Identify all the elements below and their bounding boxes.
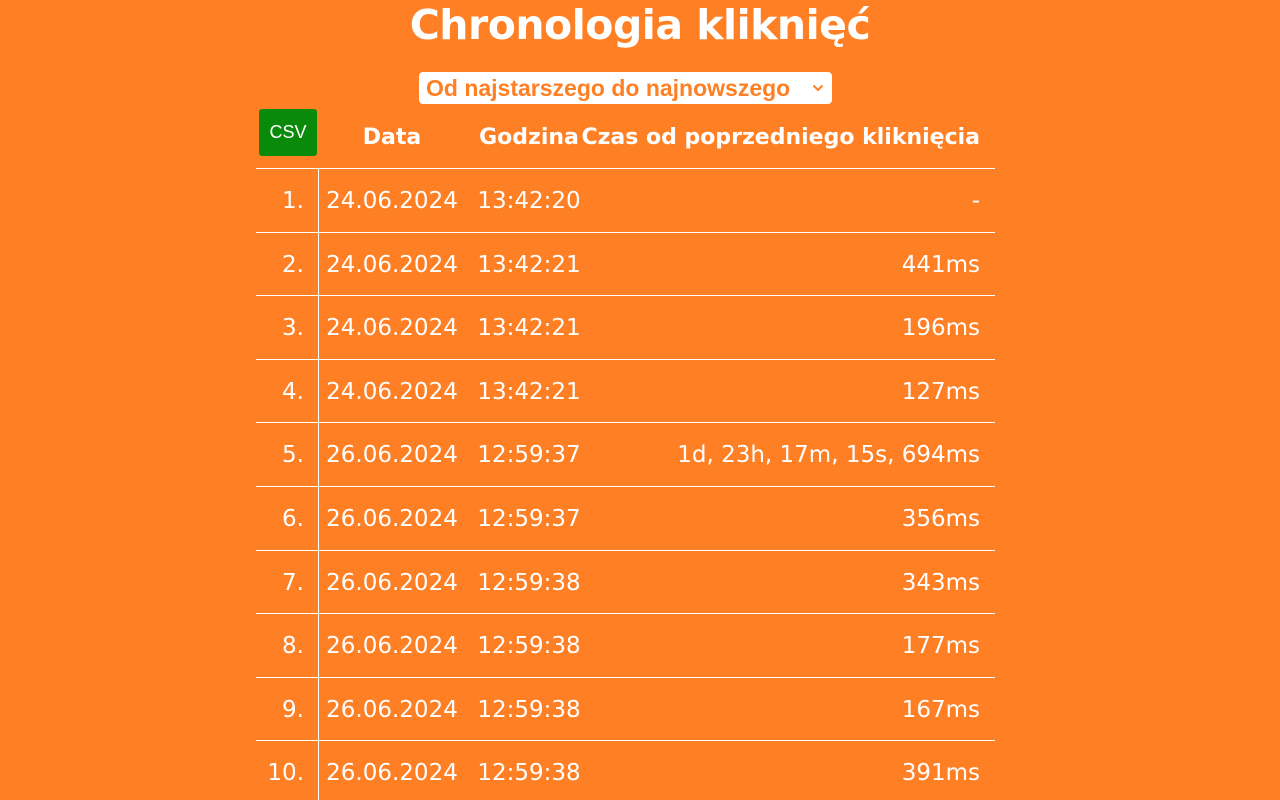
row-time: 13:42:21 [477, 378, 581, 405]
row-delta: 441ms [901, 251, 980, 278]
row-number: 6. [282, 505, 304, 532]
row-time: 12:59:38 [477, 569, 581, 596]
row-time: 12:59:37 [477, 442, 581, 469]
row-number: 9. [282, 696, 304, 723]
table-row: 2. 24.06.2024 13:42:21 441ms [256, 233, 995, 297]
row-date: 24.06.2024 [326, 251, 458, 278]
row-date: 26.06.2024 [326, 442, 458, 469]
clicks-table-body: 1. 24.06.2024 13:42:20 - 2. 24.06.2024 1… [256, 169, 995, 800]
row-delta: 391ms [901, 760, 980, 787]
row-date: 24.06.2024 [326, 315, 458, 342]
row-number: 5. [282, 442, 304, 469]
table-row: 3. 24.06.2024 13:42:21 196ms [256, 296, 995, 360]
row-time: 12:59:37 [477, 505, 581, 532]
row-date: 24.06.2024 [326, 188, 458, 214]
row-delta: 196ms [901, 315, 980, 342]
row-number: 7. [282, 569, 304, 596]
column-header-time: Godzina [479, 125, 579, 150]
row-number: 8. [282, 633, 304, 660]
row-number: 4. [282, 378, 304, 405]
row-delta: - [971, 188, 980, 214]
row-time: 12:59:38 [477, 696, 581, 723]
column-header-delta: Czas od poprzedniego kliknięcia [581, 125, 980, 150]
row-delta: 356ms [901, 505, 980, 532]
row-delta: 1d, 23h, 17m, 15s, 694ms [677, 442, 980, 469]
row-delta: 343ms [901, 569, 980, 596]
number-column-divider [318, 168, 319, 800]
row-number: 2. [282, 251, 304, 278]
row-date: 24.06.2024 [326, 378, 458, 405]
table-row: 1. 24.06.2024 13:42:20 - [256, 169, 995, 233]
row-date: 26.06.2024 [326, 569, 458, 596]
table-row: 8. 26.06.2024 12:59:38 177ms [256, 614, 995, 678]
row-delta: 127ms [901, 378, 980, 405]
row-date: 26.06.2024 [326, 760, 458, 787]
table-row: 9. 26.06.2024 12:59:38 167ms [256, 678, 995, 742]
table-row: 5. 26.06.2024 12:59:37 1d, 23h, 17m, 15s… [256, 423, 995, 487]
row-date: 26.06.2024 [326, 696, 458, 723]
table-row: 6. 26.06.2024 12:59:37 356ms [256, 487, 995, 551]
table-row: 10. 26.06.2024 12:59:38 391ms [256, 741, 995, 800]
row-time: 13:42:20 [477, 188, 581, 214]
row-number: 1. [282, 188, 304, 214]
page-title: Chronologia kliknięć [409, 1, 871, 49]
table-row: 7. 26.06.2024 12:59:38 343ms [256, 551, 995, 615]
row-time: 12:59:38 [477, 760, 581, 787]
sort-order-selected-value: Od najstarszego do najnowszego [426, 75, 791, 101]
row-time: 12:59:38 [477, 633, 581, 660]
header-divider [256, 168, 995, 169]
row-number: 3. [282, 315, 304, 342]
row-delta: 167ms [901, 696, 980, 723]
row-time: 13:42:21 [477, 315, 581, 342]
row-delta: 177ms [901, 633, 980, 660]
row-time: 13:42:21 [477, 251, 581, 278]
row-number: 10. [267, 760, 304, 787]
row-date: 26.06.2024 [326, 505, 458, 532]
sort-order-select[interactable]: Od najstarszego do najnowszego [419, 72, 832, 104]
chevron-down-icon [810, 72, 826, 104]
csv-export-button[interactable]: CSV [259, 109, 317, 156]
row-date: 26.06.2024 [326, 633, 458, 660]
table-row: 4. 24.06.2024 13:42:21 127ms [256, 360, 995, 424]
column-header-date: Data [362, 125, 422, 150]
